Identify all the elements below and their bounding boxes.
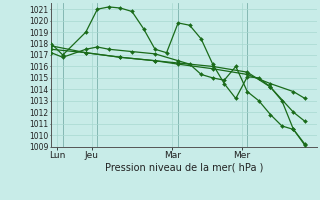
X-axis label: Pression niveau de la mer( hPa ): Pression niveau de la mer( hPa ) bbox=[105, 163, 263, 173]
